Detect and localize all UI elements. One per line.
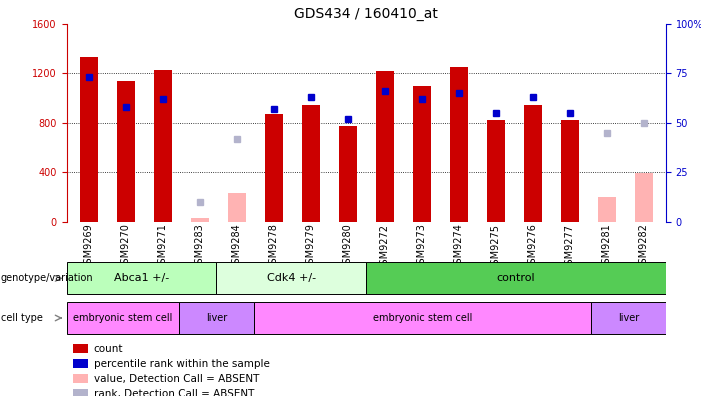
Text: GSM9281: GSM9281 <box>601 223 612 270</box>
Bar <box>217 262 366 294</box>
Title: GDS434 / 160410_at: GDS434 / 160410_at <box>294 8 438 21</box>
Bar <box>449 67 468 222</box>
Text: GSM9269: GSM9269 <box>84 223 94 270</box>
Text: GSM9272: GSM9272 <box>380 223 390 270</box>
Bar <box>79 57 98 222</box>
Text: value, Detection Call = ABSENT: value, Detection Call = ABSENT <box>93 374 259 384</box>
Bar <box>67 262 217 294</box>
Bar <box>228 193 246 222</box>
Bar <box>597 197 616 222</box>
Bar <box>73 345 88 353</box>
Text: GSM9275: GSM9275 <box>491 223 501 270</box>
Bar <box>73 389 88 396</box>
Bar <box>254 302 591 334</box>
Bar <box>67 302 179 334</box>
Text: genotype/variation: genotype/variation <box>1 273 93 284</box>
Text: embryonic stem cell: embryonic stem cell <box>73 313 172 323</box>
Text: rank, Detection Call = ABSENT: rank, Detection Call = ABSENT <box>93 389 254 396</box>
Bar <box>634 173 653 222</box>
Bar <box>412 86 431 222</box>
Text: GSM9271: GSM9271 <box>158 223 168 270</box>
Bar <box>486 120 505 222</box>
Text: GSM9279: GSM9279 <box>306 223 315 270</box>
Bar <box>591 302 666 334</box>
Text: liver: liver <box>618 313 639 323</box>
Text: GSM9282: GSM9282 <box>639 223 648 270</box>
Bar <box>179 302 254 334</box>
Text: GSM9284: GSM9284 <box>232 223 242 270</box>
Text: percentile rank within the sample: percentile rank within the sample <box>93 359 269 369</box>
Bar <box>376 71 394 222</box>
Text: GSM9283: GSM9283 <box>195 223 205 270</box>
Text: GSM9273: GSM9273 <box>417 223 427 270</box>
Bar <box>73 374 88 383</box>
Text: GSM9270: GSM9270 <box>121 223 131 270</box>
Text: GSM9276: GSM9276 <box>528 223 538 270</box>
Bar <box>154 70 172 222</box>
Text: liver: liver <box>206 313 227 323</box>
Bar <box>561 120 579 222</box>
Text: Cdk4 +/-: Cdk4 +/- <box>267 273 316 283</box>
Text: GSM9274: GSM9274 <box>454 223 464 270</box>
Bar <box>116 81 135 222</box>
Text: control: control <box>497 273 536 283</box>
Text: GSM9277: GSM9277 <box>565 223 575 270</box>
Text: count: count <box>93 344 123 354</box>
Text: Abca1 +/-: Abca1 +/- <box>114 273 169 283</box>
Bar <box>301 105 320 222</box>
Bar <box>73 360 88 368</box>
Bar <box>366 262 666 294</box>
Text: GSM9278: GSM9278 <box>268 223 279 270</box>
Bar <box>264 114 283 222</box>
Bar <box>191 218 209 222</box>
Bar <box>339 126 357 222</box>
Bar <box>524 105 542 222</box>
Text: GSM9280: GSM9280 <box>343 223 353 270</box>
Text: embryonic stem cell: embryonic stem cell <box>373 313 472 323</box>
Text: cell type: cell type <box>1 313 43 323</box>
